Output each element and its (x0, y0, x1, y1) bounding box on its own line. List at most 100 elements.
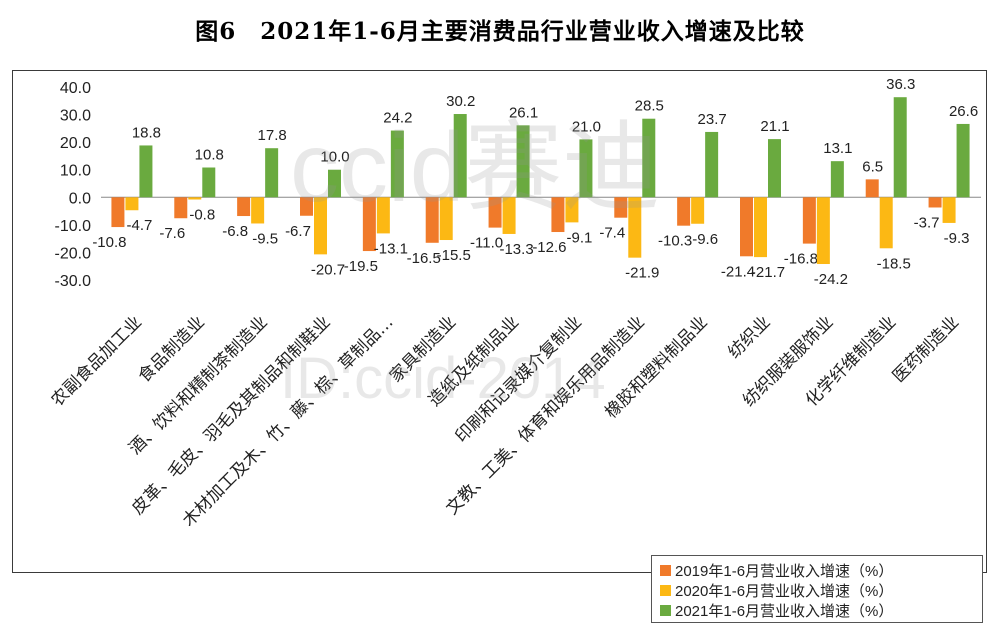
x-category-label: 医药制造业 (889, 312, 963, 386)
data-label: -24.2 (814, 271, 848, 288)
data-label: 10.0 (320, 149, 349, 166)
data-label: -21.4 (721, 263, 755, 280)
legend-swatch-2021 (660, 604, 671, 616)
data-label: -7.6 (159, 225, 185, 242)
bar-2021 (453, 114, 467, 198)
data-label: -15.5 (437, 247, 471, 264)
data-label: 6.5 (862, 158, 883, 175)
y-tick-label: 40.0 (60, 80, 91, 97)
bar-2020 (188, 197, 202, 200)
data-label: 21.0 (572, 118, 601, 135)
legend-label-2021: 2021年1-6月营业收入增速（%） (675, 602, 894, 620)
data-label: 21.1 (760, 118, 789, 135)
legend-item-2020: 2020年1-6月营业收入增速（%） (660, 580, 974, 600)
data-label: -9.3 (944, 230, 970, 247)
data-label: -21.7 (751, 264, 785, 281)
bar-2019 (174, 197, 188, 219)
data-label: 28.5 (635, 98, 664, 115)
bar-2020 (942, 197, 956, 223)
bar-2020 (314, 197, 327, 255)
bar-2019 (111, 197, 125, 228)
bar-2019 (865, 179, 879, 198)
bar-2021 (956, 123, 970, 198)
bar-2020 (376, 197, 390, 234)
data-label: 26.1 (509, 104, 538, 121)
data-label: -11.0 (470, 235, 503, 252)
data-label: -18.5 (877, 255, 911, 272)
x-category-label: 纺织业 (724, 312, 774, 362)
chart-legend: 2019年1-6月营业收入增速（%） 2020年1-6月营业收入增速（%） 20… (651, 555, 983, 623)
data-label: -4.7 (126, 217, 152, 234)
data-label: -10.8 (92, 234, 126, 251)
bar-2019 (928, 197, 942, 208)
data-label: -16.5 (407, 250, 441, 267)
bar-2021 (893, 97, 907, 198)
data-label: -21.9 (625, 265, 659, 282)
data-label: 18.8 (132, 124, 161, 141)
bar-2021 (202, 167, 216, 198)
data-label: -7.4 (599, 225, 625, 242)
data-label: -16.8 (784, 251, 818, 268)
legend-swatch-2020 (660, 584, 671, 596)
data-label: 36.3 (886, 76, 915, 93)
y-tick-label: 30.0 (60, 108, 91, 125)
bar-2021 (139, 145, 153, 198)
bar-2021 (265, 148, 279, 198)
data-label: -3.7 (914, 214, 940, 231)
bar-2020 (125, 197, 139, 211)
y-tick-label: -30.0 (55, 273, 92, 290)
data-label: 23.7 (698, 111, 727, 128)
bar-2019 (551, 197, 565, 233)
data-label: 24.2 (383, 110, 412, 127)
bar-2021 (768, 139, 781, 198)
bar-2021 (579, 139, 593, 198)
bar-2020 (691, 197, 705, 224)
bar-2019 (614, 197, 628, 218)
y-tick-label: -10.0 (55, 218, 92, 235)
data-label: 30.2 (446, 93, 475, 110)
legend-label-2020: 2020年1-6月营业收入增速（%） (675, 582, 894, 600)
bar-2020 (565, 197, 579, 223)
data-label: 10.8 (195, 147, 224, 164)
bar-2020 (628, 197, 642, 258)
bar-2021 (516, 125, 530, 198)
bar-2020 (251, 197, 265, 224)
x-category-label: 印刷和记录媒介复制业 (452, 312, 586, 446)
chart-title: 图6 2021年1-6月主要消费品行业营业收入增速及比较 (195, 18, 805, 45)
y-tick-label: 0.0 (69, 190, 91, 207)
data-label: -6.8 (222, 223, 248, 240)
bar-2019 (362, 197, 376, 252)
legend-item-2019: 2019年1-6月营业收入增速（%） (660, 560, 974, 580)
bar-2021 (642, 118, 656, 198)
chart-frame: 40.0 30.0 20.0 10.0 0.0 -10.0 -20.0 -30.0 -10.8-… (12, 70, 987, 623)
data-label: -10.3 (658, 233, 692, 250)
data-label: 26.6 (949, 103, 978, 120)
bar-2019 (488, 197, 502, 228)
y-tick-label: -20.0 (55, 245, 92, 262)
bar-chart: 40.030.020.010.00.0-10.0-20.0-30.0-10.8-… (48, 76, 981, 531)
data-label: 17.8 (258, 127, 287, 144)
bar-2021 (705, 131, 719, 198)
y-tick-label: 10.0 (60, 163, 91, 180)
x-category-label: 农副食品加工业 (48, 312, 146, 410)
data-label: -13.1 (374, 240, 408, 257)
data-label: 13.1 (823, 140, 852, 157)
legend-item-2021: 2021年1-6月营业收入增速（%） (660, 600, 974, 620)
bar-2019 (300, 197, 313, 216)
bar-2020 (879, 197, 893, 249)
data-label: -9.6 (692, 231, 718, 248)
bar-2019 (740, 197, 753, 257)
data-label: -6.7 (285, 223, 311, 240)
bar-2020 (816, 197, 830, 265)
bar-2020 (439, 197, 453, 241)
y-tick-label: 20.0 (60, 135, 91, 152)
bar-2019 (802, 197, 816, 244)
bar-2021 (328, 169, 341, 198)
bar-2019 (425, 197, 439, 243)
bar-2021 (390, 130, 404, 198)
bar-2020 (502, 197, 516, 234)
data-label: -13.3 (499, 241, 533, 258)
data-label: -19.5 (344, 258, 378, 275)
legend-swatch-2019 (660, 564, 671, 576)
bar-2021 (830, 161, 844, 198)
